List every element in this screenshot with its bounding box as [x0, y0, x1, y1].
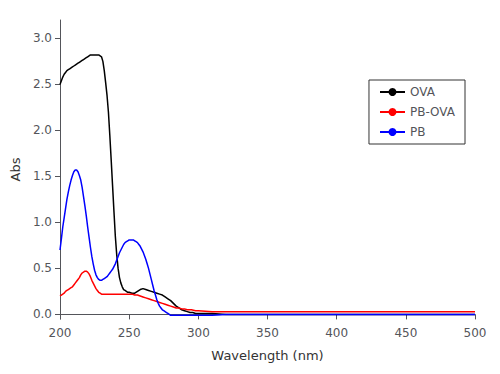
svg-text:2.5: 2.5 — [33, 77, 52, 91]
svg-text:OVA: OVA — [410, 85, 436, 99]
svg-text:1.0: 1.0 — [33, 215, 52, 229]
svg-text:200: 200 — [49, 326, 72, 340]
svg-text:450: 450 — [394, 326, 417, 340]
svg-text:3.0: 3.0 — [33, 31, 52, 45]
svg-text:0.0: 0.0 — [33, 307, 52, 321]
svg-text:500: 500 — [464, 326, 487, 340]
svg-text:350: 350 — [256, 326, 279, 340]
svg-text:PB-OVA: PB-OVA — [410, 105, 456, 119]
svg-text:PB: PB — [410, 125, 425, 139]
svg-text:1.5: 1.5 — [33, 169, 52, 183]
svg-text:2.0: 2.0 — [33, 123, 52, 137]
svg-text:Wavelength (nm): Wavelength (nm) — [211, 348, 323, 363]
svg-text:Abs: Abs — [8, 157, 23, 181]
svg-text:0.5: 0.5 — [33, 261, 52, 275]
svg-text:300: 300 — [187, 326, 210, 340]
svg-text:250: 250 — [118, 326, 141, 340]
svg-text:400: 400 — [325, 326, 348, 340]
